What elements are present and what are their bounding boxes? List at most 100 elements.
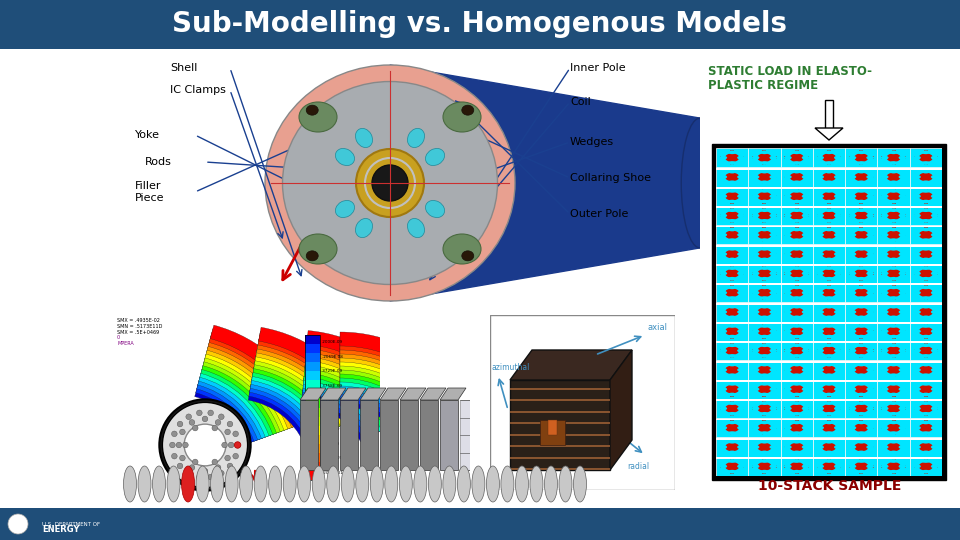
- Ellipse shape: [783, 233, 792, 237]
- Bar: [910, 167, 942, 187]
- Bar: [762, 150, 766, 165]
- Bar: [784, 330, 809, 333]
- Ellipse shape: [816, 156, 824, 160]
- Bar: [813, 206, 845, 225]
- Bar: [748, 206, 780, 225]
- Ellipse shape: [857, 431, 865, 435]
- Bar: [817, 234, 841, 236]
- Ellipse shape: [719, 291, 727, 295]
- Ellipse shape: [866, 291, 875, 295]
- Bar: [881, 195, 906, 198]
- Bar: [360, 400, 378, 470]
- Bar: [877, 302, 910, 322]
- Bar: [910, 302, 942, 322]
- Ellipse shape: [728, 277, 736, 281]
- Circle shape: [822, 346, 836, 355]
- Wedge shape: [206, 341, 300, 429]
- Wedge shape: [340, 332, 463, 404]
- Ellipse shape: [298, 466, 311, 502]
- Ellipse shape: [890, 431, 898, 435]
- Bar: [914, 214, 938, 217]
- Bar: [817, 388, 841, 390]
- Bar: [762, 362, 766, 377]
- Circle shape: [886, 269, 900, 278]
- Ellipse shape: [899, 175, 906, 179]
- Bar: [720, 214, 744, 217]
- Bar: [910, 283, 942, 302]
- Circle shape: [822, 308, 836, 316]
- Ellipse shape: [196, 466, 209, 502]
- Ellipse shape: [719, 464, 727, 468]
- Ellipse shape: [825, 459, 833, 463]
- Wedge shape: [302, 386, 376, 440]
- Circle shape: [172, 453, 178, 459]
- Bar: [892, 189, 896, 204]
- Bar: [795, 362, 799, 377]
- Text: 0
MPERA: 0 MPERA: [117, 335, 133, 346]
- Ellipse shape: [760, 412, 768, 416]
- Bar: [305, 389, 320, 399]
- Ellipse shape: [880, 233, 889, 237]
- Bar: [828, 247, 831, 261]
- Bar: [817, 427, 841, 429]
- Circle shape: [790, 366, 804, 374]
- Ellipse shape: [802, 407, 810, 410]
- Bar: [813, 341, 845, 360]
- Ellipse shape: [899, 252, 906, 256]
- Ellipse shape: [931, 175, 939, 179]
- Ellipse shape: [849, 329, 856, 333]
- Bar: [881, 253, 906, 255]
- Bar: [716, 206, 942, 208]
- Bar: [828, 208, 831, 223]
- Circle shape: [822, 385, 836, 394]
- Bar: [914, 388, 938, 390]
- Ellipse shape: [922, 266, 930, 270]
- Bar: [780, 148, 813, 167]
- Ellipse shape: [922, 227, 930, 231]
- Bar: [849, 465, 874, 468]
- Ellipse shape: [890, 401, 898, 405]
- Bar: [881, 407, 906, 410]
- Ellipse shape: [516, 466, 528, 502]
- Ellipse shape: [890, 238, 898, 242]
- Bar: [300, 400, 318, 470]
- Wedge shape: [255, 347, 353, 426]
- Ellipse shape: [922, 189, 930, 193]
- Bar: [924, 266, 927, 281]
- Ellipse shape: [802, 445, 810, 449]
- Text: Yoke: Yoke: [135, 130, 160, 140]
- Bar: [914, 292, 938, 294]
- Ellipse shape: [769, 349, 778, 353]
- Circle shape: [854, 443, 869, 451]
- Ellipse shape: [922, 459, 930, 463]
- Ellipse shape: [866, 252, 875, 256]
- Ellipse shape: [793, 200, 801, 204]
- Bar: [813, 418, 845, 437]
- Bar: [825, 100, 833, 130]
- Ellipse shape: [857, 238, 865, 242]
- Circle shape: [757, 308, 772, 316]
- Bar: [716, 264, 942, 266]
- Ellipse shape: [752, 329, 759, 333]
- Bar: [762, 401, 766, 416]
- Ellipse shape: [857, 412, 865, 416]
- Bar: [828, 189, 831, 204]
- Ellipse shape: [890, 208, 898, 212]
- Ellipse shape: [760, 373, 768, 377]
- Bar: [795, 305, 799, 319]
- Ellipse shape: [769, 194, 778, 198]
- Ellipse shape: [816, 252, 824, 256]
- Bar: [817, 214, 841, 217]
- Ellipse shape: [385, 466, 397, 502]
- Circle shape: [219, 414, 224, 420]
- Ellipse shape: [922, 470, 930, 474]
- Wedge shape: [249, 382, 321, 441]
- Ellipse shape: [890, 227, 898, 231]
- Ellipse shape: [816, 349, 824, 353]
- Ellipse shape: [737, 214, 745, 218]
- Ellipse shape: [802, 349, 810, 353]
- Ellipse shape: [728, 459, 736, 463]
- Bar: [877, 283, 910, 302]
- Wedge shape: [200, 364, 278, 437]
- Bar: [910, 187, 942, 206]
